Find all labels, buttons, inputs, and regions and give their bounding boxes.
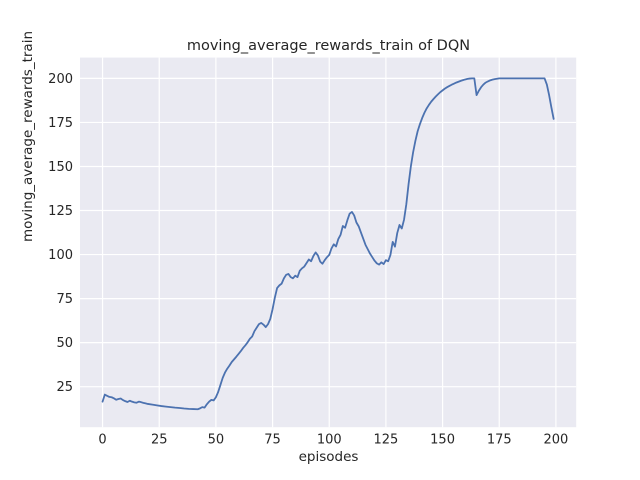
x-tick-label: 200	[543, 433, 568, 448]
y-tick-label: 25	[56, 380, 73, 395]
y-tick-label: 150	[48, 160, 73, 175]
chart-title: moving_average_rewards_train of DQN	[186, 38, 471, 54]
y-tick-label: 200	[48, 72, 73, 87]
plot-area	[80, 57, 577, 428]
y-tick-label: 75	[56, 292, 73, 307]
x-tick-label: 50	[208, 433, 225, 448]
y-tick-label: 125	[48, 204, 73, 219]
x-tick-label: 175	[487, 433, 512, 448]
reward-line-series	[101, 77, 555, 411]
y-tick-label: 50	[56, 336, 73, 351]
x-tick-label: 125	[373, 433, 398, 448]
x-tick-label: 100	[317, 433, 342, 448]
x-tick-label: 25	[151, 433, 168, 448]
x-tick-label: 75	[264, 433, 281, 448]
x-tick-label: 0	[98, 433, 106, 448]
y-tick-label: 100	[48, 248, 73, 263]
y-tick-label: 175	[48, 116, 73, 131]
x-axis-label: episodes	[298, 449, 359, 465]
x-tick-label: 150	[430, 433, 455, 448]
